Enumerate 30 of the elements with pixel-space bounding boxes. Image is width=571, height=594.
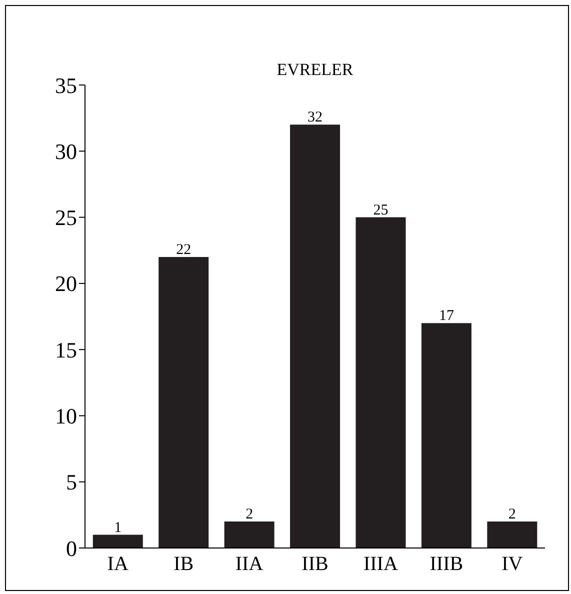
x-tick-label: IV — [502, 553, 524, 576]
x-tick-label: IIIB — [430, 553, 464, 576]
x-tick-label: IIB — [302, 553, 328, 576]
bar — [158, 256, 209, 548]
data-label: 1 — [114, 520, 122, 536]
bar — [92, 534, 143, 548]
y-tick-label: 15 — [55, 337, 77, 362]
data-label: 17 — [438, 308, 454, 324]
x-tick-label: IIIA — [363, 553, 398, 576]
bar — [421, 323, 472, 548]
data-label: 25 — [373, 202, 388, 218]
data-label: 32 — [308, 110, 323, 126]
bar — [487, 522, 538, 548]
y-tick-label: 25 — [55, 205, 77, 230]
x-tick-label: IB — [174, 553, 194, 576]
data-label: 2 — [246, 506, 254, 523]
y-tick-label: 0 — [66, 536, 77, 561]
bar — [290, 124, 340, 548]
y-tick-label: 20 — [55, 271, 77, 296]
chart-title: EVRELER — [276, 60, 354, 80]
y-tick-label: 10 — [55, 404, 77, 429]
data-label: 22 — [176, 242, 192, 258]
data-label: 2 — [508, 506, 516, 523]
bar — [356, 217, 406, 548]
x-tick-label: IIA — [235, 553, 264, 576]
y-tick-label: 5 — [66, 470, 77, 495]
y-tick-label: 35 — [55, 72, 77, 98]
bar — [224, 522, 274, 548]
y-tick-label: 30 — [55, 138, 77, 164]
x-tick-label: IA — [107, 553, 129, 576]
